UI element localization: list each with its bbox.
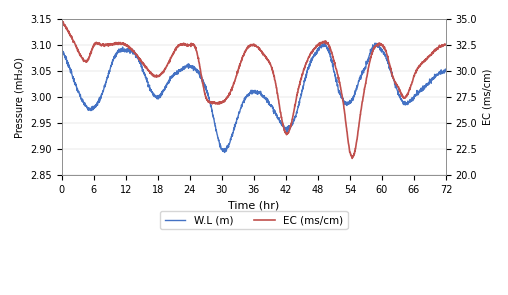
- Legend: W.L (m), EC (ms/cm): W.L (m), EC (ms/cm): [161, 211, 347, 230]
- X-axis label: Time (hr): Time (hr): [228, 201, 279, 211]
- Y-axis label: Pressure (mH₂O): Pressure (mH₂O): [15, 57, 25, 138]
- EC (ms/cm): [349, 157, 355, 160]
- Y-axis label: EC (ms/cm): EC (ms/cm): [483, 69, 493, 125]
- EC (ms/cm): [236, 66, 242, 70]
- W.L (m): [59, 47, 65, 50]
- W.L (m): [432, 74, 438, 78]
- W.L (m): [236, 112, 242, 115]
- EC (ms/cm): [246, 45, 252, 48]
- W.L (m): [372, 41, 378, 45]
- Line: W.L (m): W.L (m): [62, 43, 446, 153]
- W.L (m): [78, 97, 84, 101]
- W.L (m): [432, 76, 438, 79]
- EC (ms/cm): [432, 48, 438, 52]
- EC (ms/cm): [362, 86, 368, 89]
- Line: EC (ms/cm): EC (ms/cm): [62, 21, 446, 158]
- EC (ms/cm): [443, 43, 449, 46]
- EC (ms/cm): [59, 19, 65, 23]
- W.L (m): [443, 70, 449, 73]
- EC (ms/cm): [59, 19, 65, 23]
- W.L (m): [362, 68, 368, 71]
- W.L (m): [221, 151, 228, 154]
- EC (ms/cm): [79, 55, 85, 59]
- EC (ms/cm): [432, 48, 438, 52]
- W.L (m): [246, 94, 252, 97]
